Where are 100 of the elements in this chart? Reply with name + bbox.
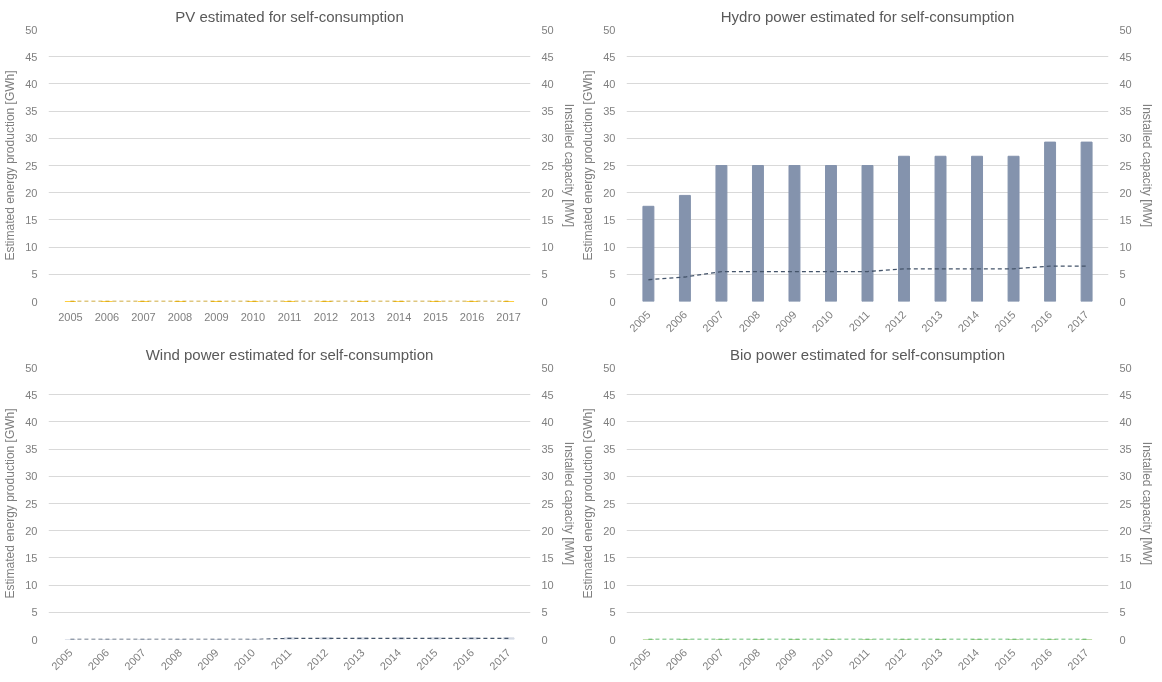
y-tick-label: 45 (25, 50, 38, 63)
y-tick-label: 35 (25, 443, 38, 456)
x-tick-label: 2006 (94, 310, 120, 323)
y2-tick-label: 30 (1119, 470, 1132, 483)
y-tick-label: 45 (603, 388, 616, 401)
y-axis-title: Estimated energy production [GWh] (581, 408, 596, 599)
y-tick-label: 50 (603, 361, 616, 374)
y2-tick-label: 0 (541, 633, 548, 646)
y2-tick-label: 40 (541, 77, 554, 90)
y-tick-label: 35 (603, 105, 616, 118)
y-tick-label: 50 (25, 361, 38, 374)
y-tick-label: 25 (603, 497, 616, 510)
y2-tick-label: 5 (1119, 268, 1126, 281)
y-tick-label: 40 (25, 77, 38, 90)
y2-tick-label: 20 (1119, 186, 1132, 199)
y2-tick-label: 25 (541, 159, 554, 172)
x-tick-label: 2017 (496, 310, 521, 323)
y2-tick-label: 20 (541, 524, 554, 537)
x-tick-label: 2013 (350, 310, 375, 323)
x-tick-label: 2016 (459, 310, 485, 323)
y-tick-label: 30 (25, 132, 38, 145)
y-tick-label: 15 (603, 213, 616, 226)
y2-tick-label: 25 (1119, 159, 1132, 172)
y2-axis-title: Installed capacity [MW] (561, 441, 576, 566)
y-axis-title: Estimated energy production [GWh] (3, 408, 18, 599)
y-tick-label: 20 (603, 524, 616, 537)
y-tick-label: 25 (25, 497, 38, 510)
y2-tick-label: 50 (541, 23, 554, 36)
y-tick-label: 5 (609, 268, 616, 281)
y2-tick-label: 5 (1119, 606, 1126, 619)
chart-title: Hydro power estimated for self-consumption (720, 7, 1015, 25)
y-tick-label: 5 (609, 606, 616, 619)
y-tick-label: 50 (25, 23, 38, 36)
y-tick-label: 5 (31, 268, 38, 281)
y2-tick-label: 35 (1119, 105, 1132, 118)
y2-tick-label: 5 (541, 606, 548, 619)
y-tick-label: 10 (603, 579, 616, 592)
y2-tick-label: 10 (1119, 579, 1132, 592)
x-tick-label: 2015 (423, 310, 448, 323)
y-tick-label: 45 (25, 388, 38, 401)
y2-axis-title: Installed capacity [MW] (561, 103, 576, 228)
y2-tick-label: 45 (1119, 388, 1132, 401)
y2-axis-title: Installed capacity [MW] (1139, 103, 1154, 228)
y-tick-label: 20 (25, 186, 38, 199)
y2-tick-label: 35 (1119, 443, 1132, 456)
y-tick-label: 25 (603, 159, 616, 172)
chart-title: PV estimated for self-consumption (175, 7, 404, 25)
x-tick-label: 2009 (204, 310, 229, 323)
y2-tick-label: 40 (541, 415, 554, 428)
y2-tick-label: 10 (541, 579, 554, 592)
y-tick-label: 40 (603, 77, 616, 90)
y-tick-label: 35 (25, 105, 38, 118)
y2-tick-label: 15 (1119, 551, 1132, 564)
y-tick-label: 20 (25, 524, 38, 537)
y2-tick-label: 30 (541, 470, 554, 483)
y2-tick-label: 15 (1119, 213, 1132, 226)
y-tick-label: 45 (603, 50, 616, 63)
y-axis-title: Estimated energy production [GWh] (581, 70, 596, 261)
y2-tick-label: 0 (1119, 295, 1126, 308)
y-tick-label: 10 (25, 241, 38, 254)
y-tick-label: 10 (603, 241, 616, 254)
y-tick-label: 40 (603, 415, 616, 428)
x-tick-label: 2014 (386, 310, 412, 323)
y-tick-label: 0 (31, 295, 38, 308)
y-tick-label: 5 (31, 606, 38, 619)
y2-tick-label: 40 (1119, 415, 1132, 428)
y2-tick-label: 25 (541, 497, 554, 510)
y2-tick-label: 0 (1119, 633, 1126, 646)
y2-tick-label: 10 (541, 241, 554, 254)
y2-tick-label: 45 (1119, 50, 1132, 63)
y-tick-label: 10 (25, 579, 38, 592)
y-tick-label: 30 (603, 470, 616, 483)
y2-tick-label: 25 (1119, 497, 1132, 510)
y-tick-label: 40 (25, 415, 38, 428)
y2-tick-label: 50 (1119, 361, 1132, 374)
y-tick-label: 0 (609, 295, 616, 308)
y2-tick-label: 35 (541, 105, 554, 118)
y2-tick-label: 15 (541, 551, 554, 564)
y-tick-label: 15 (25, 213, 38, 226)
y2-tick-label: 15 (541, 213, 554, 226)
y2-tick-label: 0 (541, 295, 548, 308)
y2-tick-label: 30 (541, 132, 554, 145)
x-tick-label: 2010 (240, 310, 266, 323)
y-tick-label: 0 (31, 633, 38, 646)
y-tick-label: 15 (603, 551, 616, 564)
y2-tick-label: 30 (1119, 132, 1132, 145)
x-tick-label: 2007 (131, 310, 156, 323)
x-tick-label: 2008 (167, 310, 193, 323)
y-tick-label: 30 (25, 470, 38, 483)
x-tick-label: 2012 (313, 310, 339, 323)
y-tick-label: 50 (603, 23, 616, 36)
y-tick-label: 0 (609, 633, 616, 646)
y2-tick-label: 10 (1119, 241, 1132, 254)
y2-tick-label: 20 (541, 186, 554, 199)
y2-axis-title: Installed capacity [MW] (1139, 441, 1154, 566)
y2-tick-label: 40 (1119, 77, 1132, 90)
y2-tick-label: 50 (541, 361, 554, 374)
y-tick-label: 15 (25, 551, 38, 564)
y2-tick-label: 45 (541, 50, 554, 63)
y-tick-label: 20 (603, 186, 616, 199)
